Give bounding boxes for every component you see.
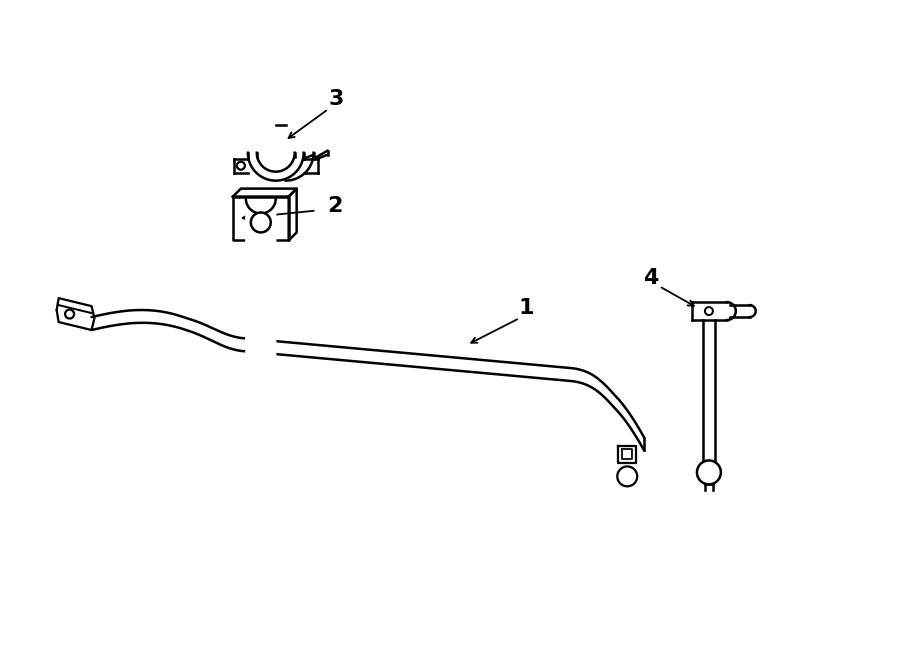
Polygon shape	[246, 198, 275, 465]
Text: 2: 2	[327, 196, 342, 215]
Circle shape	[251, 212, 271, 233]
Polygon shape	[233, 188, 297, 196]
Polygon shape	[289, 188, 297, 241]
Text: 1: 1	[519, 298, 535, 318]
Circle shape	[617, 467, 637, 486]
Circle shape	[705, 307, 713, 315]
Polygon shape	[233, 196, 289, 241]
Text: 4: 4	[644, 268, 659, 288]
Circle shape	[697, 461, 721, 485]
Text: 3: 3	[328, 89, 344, 109]
Polygon shape	[618, 446, 636, 463]
